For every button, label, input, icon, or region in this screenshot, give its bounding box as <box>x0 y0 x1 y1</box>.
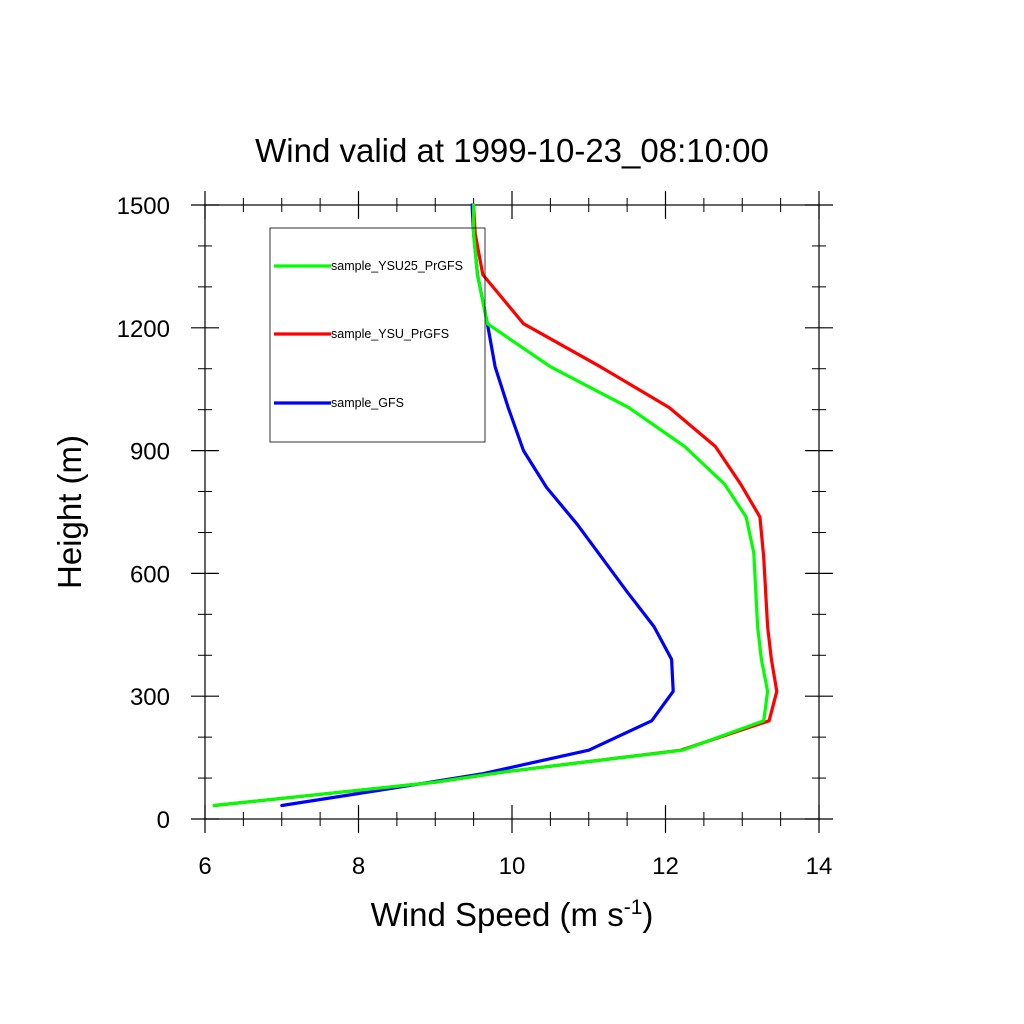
x-tick-label: 8 <box>352 853 365 880</box>
series-line-sample_YSU_PrGFS <box>212 203 779 808</box>
y-tick-label: 1200 <box>117 316 170 343</box>
x-tick-label: 14 <box>806 853 833 880</box>
chart-title: Wind valid at 1999-10-23_08:10:00 <box>255 132 769 169</box>
legend-box <box>269 227 486 443</box>
legend-label: sample_GFS <box>331 396 404 410</box>
x-axis-label-close: ) <box>642 896 653 933</box>
legend-label: sample_YSU25_PrGFS <box>331 259 463 273</box>
y-tick-label: 300 <box>130 684 170 711</box>
y-tick-label: 1500 <box>117 193 170 220</box>
x-axis-label-superscript: -1 <box>624 896 643 919</box>
x-tick-label: 12 <box>652 853 679 880</box>
x-axis-label-main: Wind Speed (m s <box>371 896 624 933</box>
series-line-sample_YSU25_PrGFS <box>212 203 770 808</box>
y-tick-label: 900 <box>130 439 170 466</box>
plot-frame <box>204 204 820 820</box>
y-tick-label: 600 <box>130 561 170 588</box>
y-tick-label: 0 <box>157 807 170 834</box>
y-axis-label: Height (m) <box>51 435 88 589</box>
x-tick-label: 6 <box>198 853 211 880</box>
series-line-sample_GFS <box>280 203 675 808</box>
x-tick-label: 10 <box>499 853 526 880</box>
legend-label: sample_YSU_PrGFS <box>331 327 449 341</box>
x-axis-label: Wind Speed (m s-1) <box>371 896 654 933</box>
plot-area: 6 8 10 12 14 0 300 600 900 1200 1500 sample_YSU25_P… <box>117 191 833 880</box>
